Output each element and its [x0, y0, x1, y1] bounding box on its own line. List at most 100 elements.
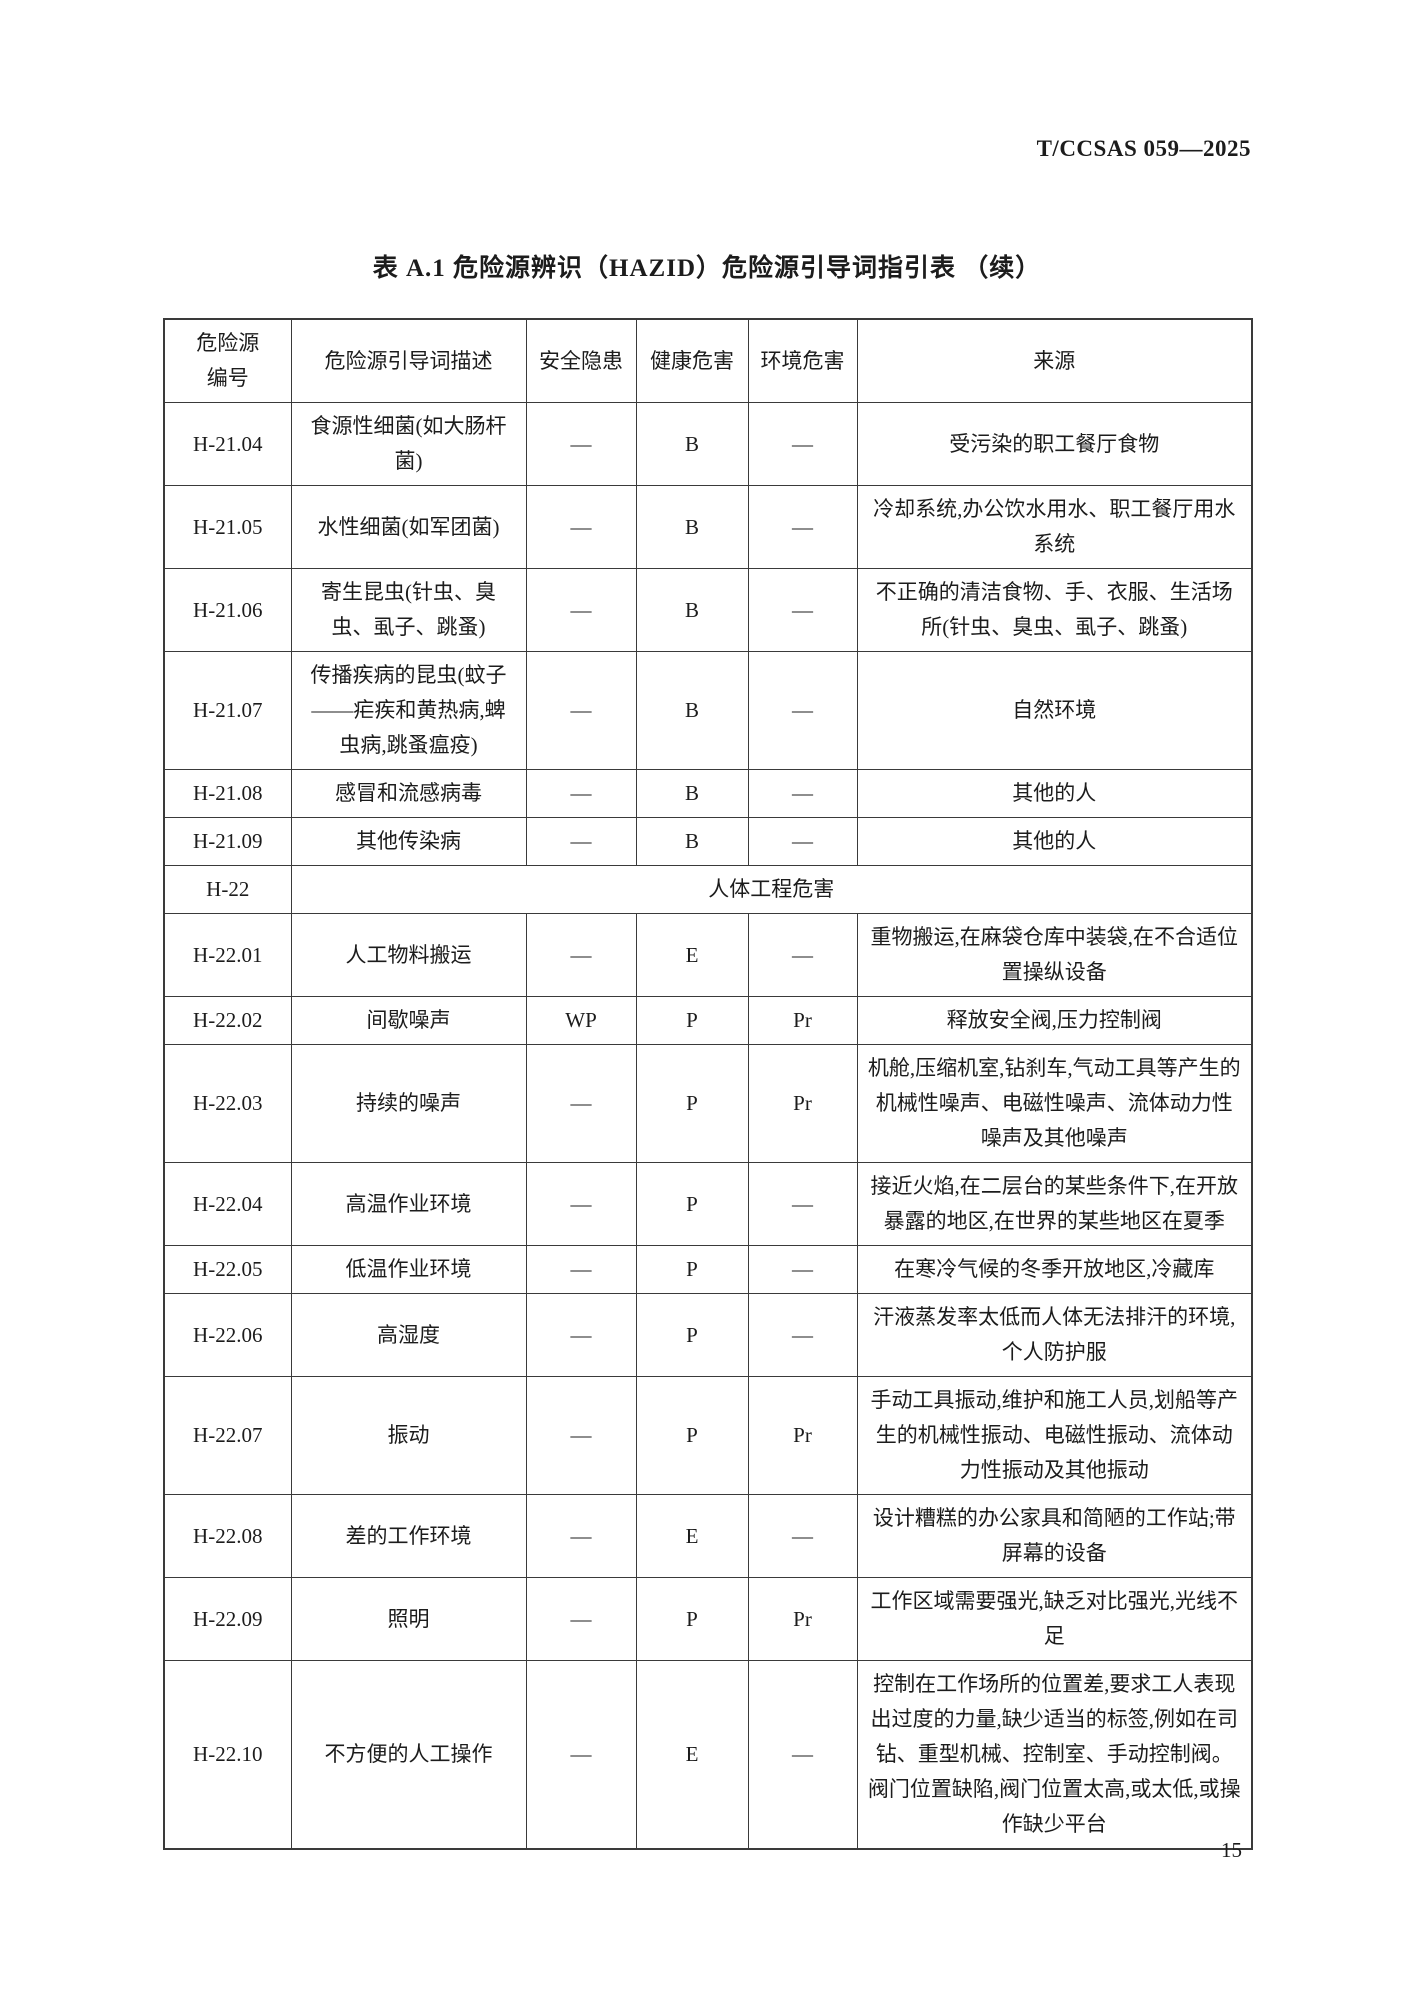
hazard-description-cell: 人工物料搬运: [290, 913, 527, 997]
hazard-description-cell: 感冒和流感病毒: [290, 769, 527, 818]
hazard-id-cell: H-22.04: [163, 1162, 292, 1246]
section-title-cell: 人体工程危害: [290, 865, 1253, 914]
hazard-description-cell: 其他传染病: [290, 817, 527, 866]
table-row: H-22.01 人工物料搬运 — E — 重物搬运,在麻袋仓库中装袋,在不合适位…: [163, 913, 1253, 997]
hazard-id-cell: H-22: [163, 865, 292, 914]
source-cell: 冷却系统,办公饮水用水、职工餐厅用水系统: [856, 485, 1253, 569]
environment-hazard-cell: —: [747, 769, 858, 818]
table-row: H-22.05 低温作业环境 — P — 在寒冷气候的冬季开放地区,冷藏库: [163, 1245, 1253, 1294]
safety-hazard-cell: —: [525, 402, 637, 486]
source-cell: 重物搬运,在麻袋仓库中装袋,在不合适位置操纵设备: [856, 913, 1253, 997]
hazard-id-cell: H-22.03: [163, 1044, 292, 1163]
hazard-id-cell: H-21.04: [163, 402, 292, 486]
table-row: H-21.06 寄生昆虫(针虫、臭虫、虱子、跳蚤) — B — 不正确的清洁食物…: [163, 568, 1253, 652]
source-cell: 释放安全阀,压力控制阀: [856, 996, 1253, 1045]
table-row: H-21.07 传播疾病的昆虫(蚊子——疟疾和黄热病,蜱虫病,跳蚤瘟疫) — B…: [163, 651, 1253, 770]
health-hazard-cell: E: [635, 1660, 749, 1850]
environment-hazard-cell: —: [747, 568, 858, 652]
source-cell: 受污染的职工餐厅食物: [856, 402, 1253, 486]
source-cell: 手动工具振动,维护和施工人员,划船等产生的机械性振动、电磁性振动、流体动力性振动…: [856, 1376, 1253, 1495]
source-cell: 控制在工作场所的位置差,要求工人表现出过度的力量,缺少适当的标签,例如在司钻、重…: [856, 1660, 1253, 1850]
safety-hazard-cell: —: [525, 1494, 637, 1578]
hazard-id-cell: H-21.09: [163, 817, 292, 866]
hazard-description-cell: 寄生昆虫(针虫、臭虫、虱子、跳蚤): [290, 568, 527, 652]
column-header-guideword-desc: 危险源引导词描述: [290, 318, 527, 403]
source-cell: 在寒冷气候的冬季开放地区,冷藏库: [856, 1245, 1253, 1294]
table-row: H-22.02 间歇噪声 WP P Pr 释放安全阀,压力控制阀: [163, 996, 1253, 1045]
environment-hazard-cell: —: [747, 1660, 858, 1850]
column-header-health-hazard: 健康危害: [635, 318, 749, 403]
hazard-id-cell: H-22.06: [163, 1293, 292, 1377]
safety-hazard-cell: —: [525, 485, 637, 569]
source-cell: 不正确的清洁食物、手、衣服、生活场所(针虫、臭虫、虱子、跳蚤): [856, 568, 1253, 652]
hazard-id-cell: H-21.06: [163, 568, 292, 652]
source-cell: 接近火焰,在二层台的某些条件下,在开放暴露的地区,在世界的某些地区在夏季: [856, 1162, 1253, 1246]
health-hazard-cell: P: [635, 996, 749, 1045]
page-number: 15: [1221, 1838, 1242, 1862]
hazard-id-cell: H-22.02: [163, 996, 292, 1045]
health-hazard-cell: B: [635, 568, 749, 652]
source-cell: 汗液蒸发率太低而人体无法排汗的环境,个人防护服: [856, 1293, 1253, 1377]
hazard-description-cell: 低温作业环境: [290, 1245, 527, 1294]
hazard-id-cell: H-22.07: [163, 1376, 292, 1495]
hazard-description-cell: 高湿度: [290, 1293, 527, 1377]
column-header-safety-hazard: 安全隐患: [525, 318, 637, 403]
hazard-description-cell: 照明: [290, 1577, 527, 1661]
hazard-id-cell: H-21.08: [163, 769, 292, 818]
section-row: H-22 人体工程危害: [163, 865, 1253, 914]
health-hazard-cell: P: [635, 1293, 749, 1377]
table-row: H-22.08 差的工作环境 — E — 设计糟糕的办公家具和简陋的工作站;带屏…: [163, 1494, 1253, 1578]
safety-hazard-cell: —: [525, 817, 637, 866]
table-row: H-22.07 振动 — P Pr 手动工具振动,维护和施工人员,划船等产生的机…: [163, 1376, 1253, 1495]
hazard-description-cell: 间歇噪声: [290, 996, 527, 1045]
column-header-hazard-id: 危险源 编号: [163, 318, 292, 403]
column-header-environment-hazard: 环境危害: [747, 318, 858, 403]
environment-hazard-cell: —: [747, 402, 858, 486]
safety-hazard-cell: —: [525, 568, 637, 652]
hazard-id-cell: H-22.05: [163, 1245, 292, 1294]
hazard-description-cell: 水性细菌(如军团菌): [290, 485, 527, 569]
health-hazard-cell: B: [635, 817, 749, 866]
column-header-source: 来源: [856, 318, 1253, 403]
hazard-description-cell: 食源性细菌(如大肠杆菌): [290, 402, 527, 486]
safety-hazard-cell: —: [525, 1044, 637, 1163]
health-hazard-cell: B: [635, 485, 749, 569]
table-title: 表 A.1 危险源辨识（HAZID）危险源引导词指引表 （续）: [372, 255, 1042, 282]
environment-hazard-cell: —: [747, 485, 858, 569]
safety-hazard-cell: —: [525, 1660, 637, 1850]
health-hazard-cell: P: [635, 1577, 749, 1661]
environment-hazard-cell: Pr: [747, 1044, 858, 1163]
health-hazard-cell: P: [635, 1245, 749, 1294]
table-header-row: 危险源 编号 危险源引导词描述 安全隐患 健康危害 环境危害 来源: [163, 318, 1253, 403]
source-cell: 自然环境: [856, 651, 1253, 770]
environment-hazard-cell: —: [747, 1494, 858, 1578]
hazard-description-cell: 传播疾病的昆虫(蚊子——疟疾和黄热病,蜱虫病,跳蚤瘟疫): [290, 651, 527, 770]
hazard-table-body: H-21.04 食源性细菌(如大肠杆菌) — B — 受污染的职工餐厅食物 H-…: [163, 402, 1253, 1850]
table-row: H-21.09 其他传染病 — B — 其他的人: [163, 817, 1253, 866]
safety-hazard-cell: —: [525, 1376, 637, 1495]
hazard-description-cell: 振动: [290, 1376, 527, 1495]
hazard-description-cell: 不方便的人工操作: [290, 1660, 527, 1850]
health-hazard-cell: B: [635, 402, 749, 486]
health-hazard-cell: P: [635, 1376, 749, 1495]
environment-hazard-cell: —: [747, 817, 858, 866]
hazard-id-cell: H-21.07: [163, 651, 292, 770]
safety-hazard-cell: WP: [525, 996, 637, 1045]
table-row: H-22.10 不方便的人工操作 — E — 控制在工作场所的位置差,要求工人表…: [163, 1660, 1253, 1850]
health-hazard-cell: P: [635, 1044, 749, 1163]
environment-hazard-cell: Pr: [747, 996, 858, 1045]
safety-hazard-cell: —: [525, 1245, 637, 1294]
safety-hazard-cell: —: [525, 913, 637, 997]
hazard-table: 危险源 编号 危险源引导词描述 安全隐患 健康危害 环境危害 来源 H-21.0…: [163, 318, 1253, 1850]
environment-hazard-cell: —: [747, 1162, 858, 1246]
health-hazard-cell: B: [635, 769, 749, 818]
environment-hazard-cell: Pr: [747, 1577, 858, 1661]
environment-hazard-cell: —: [747, 1245, 858, 1294]
hazard-description-cell: 高温作业环境: [290, 1162, 527, 1246]
environment-hazard-cell: —: [747, 651, 858, 770]
hazard-id-cell: H-21.05: [163, 485, 292, 569]
hazard-id-cell: H-22.09: [163, 1577, 292, 1661]
health-hazard-cell: E: [635, 913, 749, 997]
environment-hazard-cell: —: [747, 913, 858, 997]
